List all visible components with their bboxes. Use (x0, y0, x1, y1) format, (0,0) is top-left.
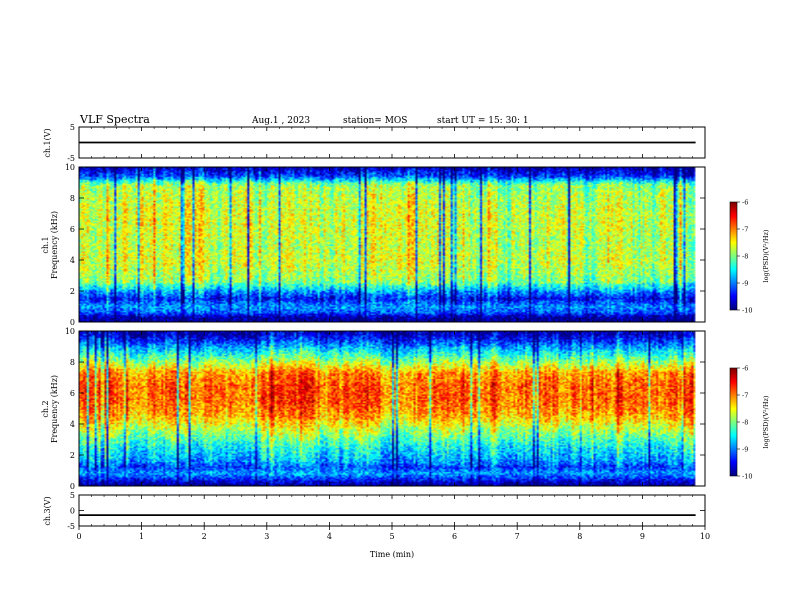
y-tick-label: 0 (70, 318, 75, 327)
y-tick-label: 0 (70, 482, 75, 491)
colorbar-tick-label: -10 (742, 473, 752, 481)
colorbar-tick-label: -6 (742, 199, 748, 207)
y-tick-label: 10 (65, 163, 75, 172)
y-tick-label: 4 (70, 420, 75, 429)
ch2-spectrogram (79, 331, 705, 486)
ch1-spectrogram-ylabel-bottom: Frequency (kHz) (50, 211, 59, 279)
ch2-spectrogram-ylabel-bottom: Frequency (kHz) (50, 375, 59, 443)
time-xlabel: Time (min) (370, 550, 414, 559)
figure-title: VLF Spectra (79, 113, 150, 126)
ch3-voltage-ylabel: ch.3(V) (43, 496, 52, 525)
ch1-voltage-ylabel: ch.1(V) (43, 128, 52, 157)
y-tick-label: 5 (70, 123, 75, 132)
x-tick-label: 4 (327, 532, 332, 541)
x-tick-label: 2 (202, 532, 207, 541)
ch1-colorbar (730, 202, 737, 310)
x-tick-label: 1 (139, 532, 144, 541)
axis-labels: ch.1(V) ch.1 Frequency (kHz) ch.2 Freque… (41, 128, 770, 559)
x-tick-label: 3 (264, 532, 269, 541)
colorbar-tick-label: -7 (742, 392, 748, 400)
y-tick-label: -5 (67, 154, 75, 163)
start-ut-label: start UT = 15: 30: 1 (437, 116, 529, 126)
y-tick-label: 2 (70, 451, 75, 460)
y-tick-label: 8 (70, 194, 75, 203)
colorbar-tick-label: -7 (742, 226, 748, 234)
colorbar-tick-label: -8 (742, 253, 748, 261)
x-tick-label: 9 (640, 532, 645, 541)
x-tick-label: 10 (700, 532, 710, 541)
ch2-colorbar-label: log(PSD)(V²/Hz) (762, 395, 770, 448)
colorbar-tick-label: -10 (742, 307, 752, 315)
y-tick-label: 6 (70, 225, 75, 234)
y-tick-label: 6 (70, 389, 75, 398)
date-label: Aug.1 , 2023 (251, 116, 310, 126)
station-label: station= MOS (343, 116, 407, 126)
x-tick-label: 6 (452, 532, 457, 541)
y-tick-label: 0 (70, 507, 75, 516)
colorbar-tick-label: -9 (742, 280, 748, 288)
x-tick-label: 8 (577, 532, 582, 541)
colorbar-tick-label: -9 (742, 446, 748, 454)
x-tick-label: 5 (389, 532, 394, 541)
ch1-spectrogram (79, 167, 705, 322)
y-tick-label: 2 (70, 287, 75, 296)
colorbar-tick-label: -8 (742, 419, 748, 427)
ch2-spectrogram-ylabel-top: ch.2 (41, 400, 50, 417)
ch1-spectrogram-ylabel-top: ch.1 (41, 236, 50, 253)
colorbar-tick-label: -6 (742, 365, 748, 373)
ch2-colorbar (730, 368, 737, 476)
panel-frame (78, 494, 706, 527)
y-tick-label: 10 (65, 327, 75, 336)
x-tick-label: 0 (76, 532, 81, 541)
y-tick-label: -5 (67, 522, 75, 531)
x-tick-label: 7 (515, 532, 520, 541)
y-tick-label: 5 (70, 491, 75, 500)
ch1-colorbar-label: log(PSD)(V²/Hz) (762, 229, 770, 282)
y-tick-label: 4 (70, 256, 75, 265)
y-tick-label: 8 (70, 358, 75, 367)
